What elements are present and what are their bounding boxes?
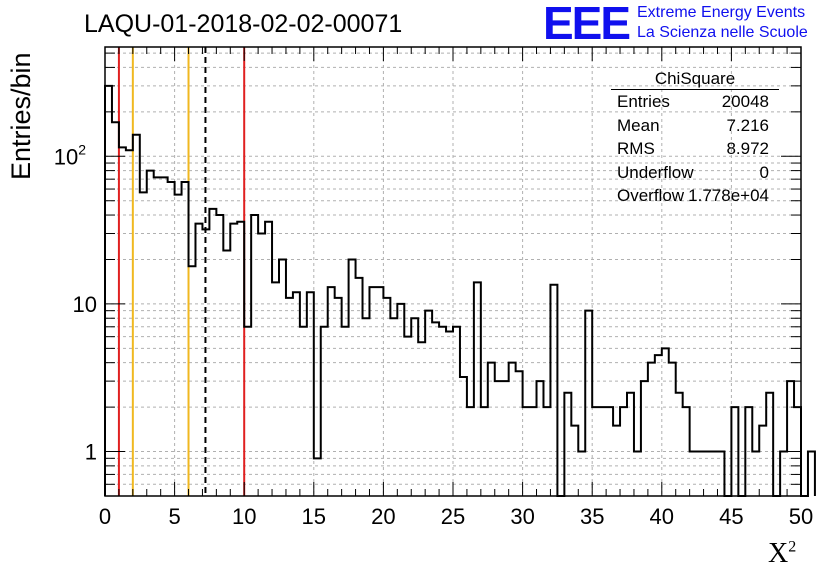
stats-key: Underflow [617,162,694,182]
x-tick-label: 45 [719,504,743,529]
x-tick-label: 35 [580,504,604,529]
y-axis-label: Entries/bin [6,52,36,180]
x-tick-label: 20 [371,504,395,529]
eee-logo: EEE [543,0,631,49]
stats-key: Mean [617,115,660,135]
histogram-line [104,84,816,497]
logo-caption: Extreme Energy Events La Scienza nelle S… [637,3,808,43]
x-tick-label: 10 [232,504,256,529]
x-tick-label: 0 [99,504,111,529]
stats-key: RMS [617,139,655,158]
logo-line-2: La Scienza nelle Scuole [637,24,808,41]
stats-value: 0 [759,162,769,182]
stats-value: 8.972 [726,139,769,158]
chart-title: LAQU-01-2018-02-02-00071 [84,10,403,38]
stats-key: Overflow [617,186,685,205]
y-tick-label: 102 [54,141,86,169]
stats-row: Entries 20048 [611,90,779,114]
x-axis-label-sup: 2 [788,538,797,556]
stats-row: Underflow 0 [611,161,779,185]
stats-row: RMS 8.972 [611,137,779,161]
stats-value: 20048 [721,92,769,111]
x-tick-label: 50 [789,504,813,529]
stats-box: ChiSquare Entries 20048 Mean 7.216 RMS 8.97… [611,68,779,208]
stats-value: 1.778e+04 [688,186,769,205]
x-axis-label-base: X [768,538,789,569]
stats-row: Mean 7.216 [611,114,779,138]
x-tick-label: 15 [302,504,326,529]
x-tick-label: 25 [441,504,465,529]
logo-line-1: Extreme Energy Events [637,4,806,21]
stats-value: 7.216 [726,115,769,135]
x-tick-label: 30 [510,504,534,529]
x-tick-label: 5 [168,504,180,529]
stats-key: Entries [617,92,670,111]
x-axis-label: X2 [768,538,796,570]
y-tick-label: 1 [85,440,97,465]
y-tick-label: 10 [73,292,97,317]
stats-row: Overflow 1.778e+04 [611,184,779,208]
x-tick-label: 40 [650,504,674,529]
stats-title: ChiSquare [611,68,779,90]
